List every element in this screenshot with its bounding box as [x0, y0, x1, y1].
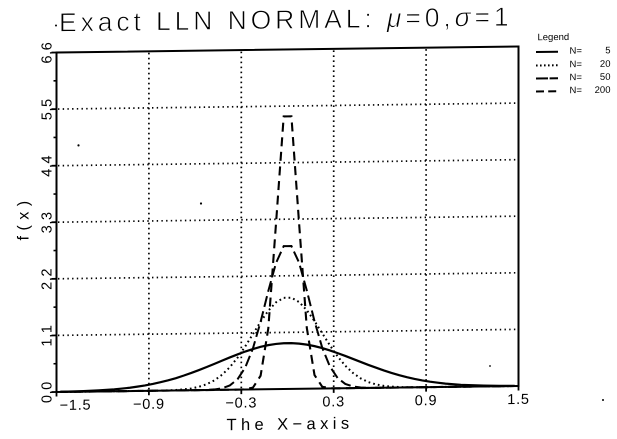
svg-text:N=: N=: [570, 85, 583, 96]
svg-text:The X−axis: The X−axis: [226, 415, 353, 435]
svg-text:−1.5: −1.5: [60, 398, 92, 414]
svg-text:Legend: Legend: [538, 32, 570, 43]
svg-text:N=: N=: [570, 72, 583, 83]
svg-text:5: 5: [605, 45, 610, 56]
svg-text:20: 20: [600, 59, 611, 70]
svg-text:0.9: 0.9: [415, 393, 438, 409]
svg-text:2.2: 2.2: [40, 268, 56, 290]
svg-text:1.1: 1.1: [40, 324, 56, 346]
svg-text:5.5: 5.5: [40, 98, 56, 120]
svg-text:Exact LLN NORMAL: μ=0,σ=1: Exact LLN NORMAL: μ=0,σ=1: [59, 2, 513, 38]
svg-text:4.4: 4.4: [40, 155, 56, 177]
svg-text:−0.9: −0.9: [133, 397, 165, 413]
svg-text:N=: N=: [570, 46, 583, 57]
svg-text:0.3: 0.3: [322, 394, 345, 410]
svg-text:6.6: 6.6: [40, 42, 56, 64]
svg-text:f(x): f(x): [16, 195, 33, 240]
svg-text:200: 200: [595, 85, 611, 96]
svg-text:N=: N=: [570, 59, 583, 70]
svg-text:0.0: 0.0: [40, 381, 56, 403]
svg-text:−0.3: −0.3: [225, 395, 257, 411]
svg-text:50: 50: [600, 72, 611, 83]
svg-text:1.5: 1.5: [507, 392, 530, 408]
svg-text:3.3: 3.3: [40, 211, 56, 233]
